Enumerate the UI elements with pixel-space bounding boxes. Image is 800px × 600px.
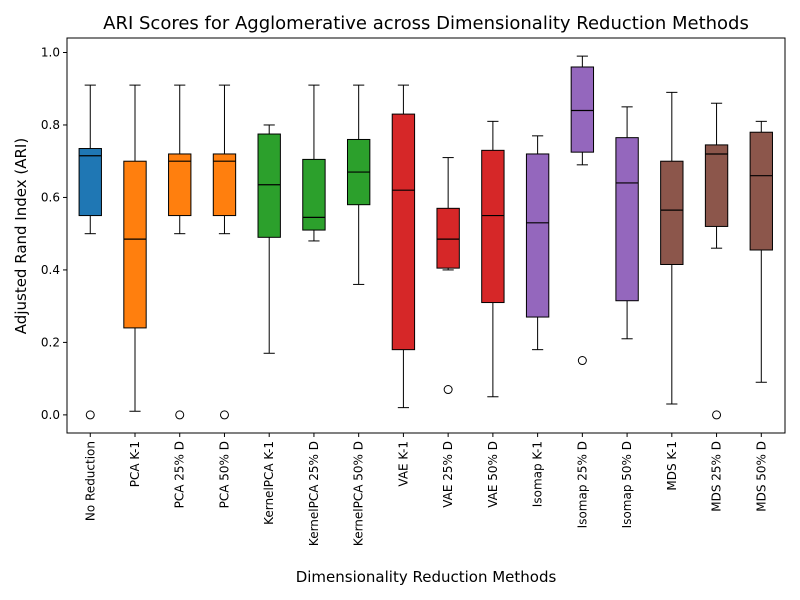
outlier-point	[712, 410, 722, 420]
x-tick-label: Isomap 25% D	[575, 441, 589, 528]
box-iqr	[257, 133, 281, 238]
x-tick-label: MDS 25% D	[710, 441, 724, 512]
x-tick-label: VAE 25% D	[441, 441, 455, 508]
x-tick-label: VAE 50% D	[486, 441, 500, 508]
outlier-point	[175, 410, 185, 420]
y-tick-label: 0.8	[41, 118, 60, 132]
outlier-point	[443, 385, 453, 395]
x-tick-label: MDS 50% D	[754, 441, 768, 512]
box-iqr	[615, 137, 639, 302]
box-iqr	[525, 153, 550, 318]
x-tick-label: KernelPCA 25% D	[307, 441, 321, 546]
y-tick-label: 0.4	[41, 263, 60, 277]
x-tick-label: KernelPCA 50% D	[352, 441, 366, 546]
box-iqr	[391, 113, 416, 351]
y-tick-label: 0.2	[41, 335, 60, 349]
y-tick-label: 0.6	[41, 190, 60, 204]
outlier-point	[85, 410, 95, 420]
box-iqr	[570, 66, 595, 153]
outlier-point	[577, 356, 587, 366]
y-tick-label: 0.0	[41, 408, 60, 422]
chart-title: ARI Scores for Agglomerative across Dime…	[103, 13, 749, 34]
box-iqr	[212, 153, 237, 217]
box-iqr	[704, 144, 729, 227]
x-tick-label: VAE K-1	[396, 441, 410, 487]
box-iqr	[660, 160, 684, 265]
box-iqr	[123, 160, 147, 329]
x-tick-label: PCA K-1	[128, 441, 142, 487]
x-tick-label: PCA 50% D	[217, 441, 231, 508]
box-iqr	[78, 148, 102, 217]
outlier-point	[219, 410, 229, 420]
y-axis-label: Adjusted Rand Index (ARI)	[12, 138, 30, 334]
box-iqr	[749, 131, 773, 251]
x-tick-label: Isomap K-1	[531, 441, 545, 507]
y-tick-label: 1.0	[41, 45, 60, 59]
x-tick-label: MDS K-1	[665, 441, 679, 491]
x-axis-label: Dimensionality Reduction Methods	[296, 568, 557, 586]
plot-frame	[66, 37, 786, 434]
x-tick-label: No Reduction	[83, 441, 97, 521]
x-tick-label: Isomap 50% D	[620, 441, 634, 528]
x-tick-label: KernelPCA K-1	[262, 441, 276, 525]
x-tick-label: PCA 25% D	[173, 441, 187, 508]
box-iqr	[481, 149, 505, 304]
box-iqr	[168, 153, 192, 217]
box-iqr	[302, 158, 326, 231]
box-iqr	[436, 207, 460, 269]
